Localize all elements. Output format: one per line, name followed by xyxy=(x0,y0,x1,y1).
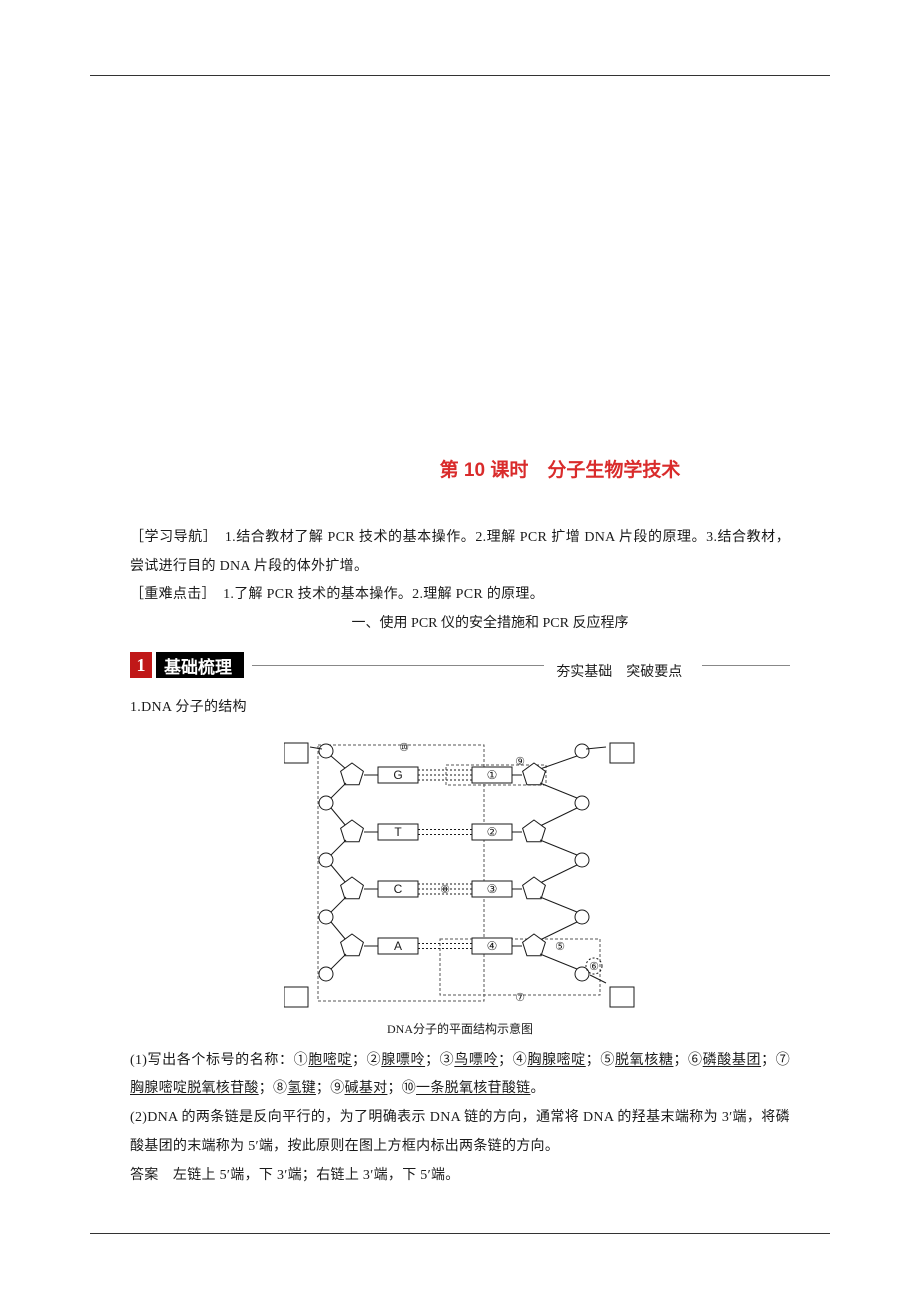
svg-text:②: ② xyxy=(487,825,498,839)
svg-text:⑦: ⑦ xyxy=(515,992,525,1004)
q1-sep-6: ；⑥ xyxy=(673,1053,702,1068)
q1-ans-6: 磷酸基团 xyxy=(703,1053,761,1068)
dna-diagram-wrap: G ① T ② C ③ ⑧ A ④ ⑤ ⑥ ⑦ ⑨ ⑩ DNA分子的平面结构示意图 xyxy=(130,739,790,1037)
q1-ans-2: 腺嘌呤 xyxy=(381,1053,425,1068)
foundation-subtitle: 夯实基础 突破要点 xyxy=(556,649,682,681)
hard-points-label: ［重难点击］ xyxy=(130,587,209,602)
q1-ans-5: 脱氧核糖 xyxy=(615,1053,673,1068)
q1-ans-4: 胸腺嘧啶 xyxy=(527,1053,585,1068)
question-2: (2)DNA 的两条链是反向平行的，为了明确表示 DNA 链的方向，通常将 DN… xyxy=(130,1104,790,1161)
answer: 答案 左链上 5′端，下 3′端；右链上 3′端，下 5′端。 xyxy=(130,1162,790,1191)
svg-text:⑥: ⑥ xyxy=(589,961,599,973)
q1-sep-8: ；⑧ xyxy=(259,1081,288,1096)
q1-sep-4: ；④ xyxy=(498,1053,527,1068)
foundation-number: 1 xyxy=(130,652,152,678)
dna-structure-heading: 1.DNA 分子的结构 xyxy=(130,694,790,723)
q1-end: 。 xyxy=(530,1081,544,1096)
top-rule xyxy=(90,75,830,76)
svg-text:⑩: ⑩ xyxy=(399,742,409,754)
q1-sep-3: ；③ xyxy=(425,1053,454,1068)
svg-text:C: C xyxy=(394,882,403,896)
q1-ans-3: 鸟嘌呤 xyxy=(454,1053,498,1068)
bottom-rule xyxy=(90,1233,830,1234)
svg-text:T: T xyxy=(394,825,402,839)
study-nav: ［学习导航］ 1.结合教材了解 PCR 技术的基本操作。2.理解 PCR 扩增 … xyxy=(130,524,790,581)
foundation-number-block: 1 xyxy=(130,652,152,678)
q1-ans-1: 胞嘧啶 xyxy=(308,1053,352,1068)
foundation-label: 基础梳理 xyxy=(156,652,244,678)
q1-sep-5: ；⑤ xyxy=(586,1053,615,1068)
q1-ans-8: 氢键 xyxy=(287,1081,316,1096)
hard-points: ［重难点击］ 1.了解 PCR 技术的基本操作。2.理解 PCR 的原理。 xyxy=(130,581,790,610)
q1-ans-9: 碱基对 xyxy=(345,1081,388,1096)
bar-line-right xyxy=(702,665,790,666)
section-1-heading: 一、使用 PCR 仪的安全措施和 PCR 反应程序 xyxy=(130,610,790,638)
foundation-bar: 1 基础梳理 夯实基础 突破要点 xyxy=(130,650,790,680)
svg-text:⑧: ⑧ xyxy=(440,884,450,896)
question-1: (1)写出各个标号的名称：①胞嘧啶；②腺嘌呤；③鸟嘌呤；④胸腺嘧啶；⑤脱氧核糖；… xyxy=(130,1047,790,1104)
answer-label: 答案 xyxy=(130,1168,173,1183)
svg-text:④: ④ xyxy=(487,939,498,953)
study-nav-label: ［学习导航］ xyxy=(130,530,210,545)
answer-body: 左链上 5′端，下 3′端；右链上 3′端，下 5′端。 xyxy=(173,1168,460,1183)
study-nav-body: 1.结合教材了解 PCR 技术的基本操作。2.理解 PCR 扩增 DNA 片段的… xyxy=(130,530,790,574)
q1-sep-2: ；② xyxy=(352,1053,381,1068)
q1-sep-10: ；⑩ xyxy=(387,1081,416,1096)
q1-sep-7: ；⑦ xyxy=(761,1053,790,1068)
diagram-caption: DNA分子的平面结构示意图 xyxy=(130,1020,790,1037)
q1-ans-10: 一条脱氧核苷酸链 xyxy=(416,1081,530,1096)
svg-text:⑨: ⑨ xyxy=(515,756,525,768)
dna-diagram: G ① T ② C ③ ⑧ A ④ ⑤ ⑥ ⑦ ⑨ ⑩ xyxy=(284,739,636,1009)
hard-points-body: 1.了解 PCR 技术的基本操作。2.理解 PCR 的原理。 xyxy=(209,587,544,602)
lesson-title: 第 10 课时 分子生物学技术 xyxy=(130,455,790,482)
bar-line-left xyxy=(252,665,544,666)
svg-text:①: ① xyxy=(487,768,498,782)
svg-text:G: G xyxy=(393,768,402,782)
q1-ans-7: 胸腺嘧啶脱氧核苷酸 xyxy=(130,1081,259,1096)
main-content: 第 10 课时 分子生物学技术 ［学习导航］ 1.结合教材了解 PCR 技术的基… xyxy=(130,455,790,1190)
q1-prefix: (1)写出各个标号的名称：① xyxy=(130,1053,308,1068)
svg-text:⑤: ⑤ xyxy=(555,941,565,953)
svg-text:③: ③ xyxy=(487,882,498,896)
q1-sep-9: ；⑨ xyxy=(316,1081,345,1096)
svg-text:A: A xyxy=(394,939,402,953)
